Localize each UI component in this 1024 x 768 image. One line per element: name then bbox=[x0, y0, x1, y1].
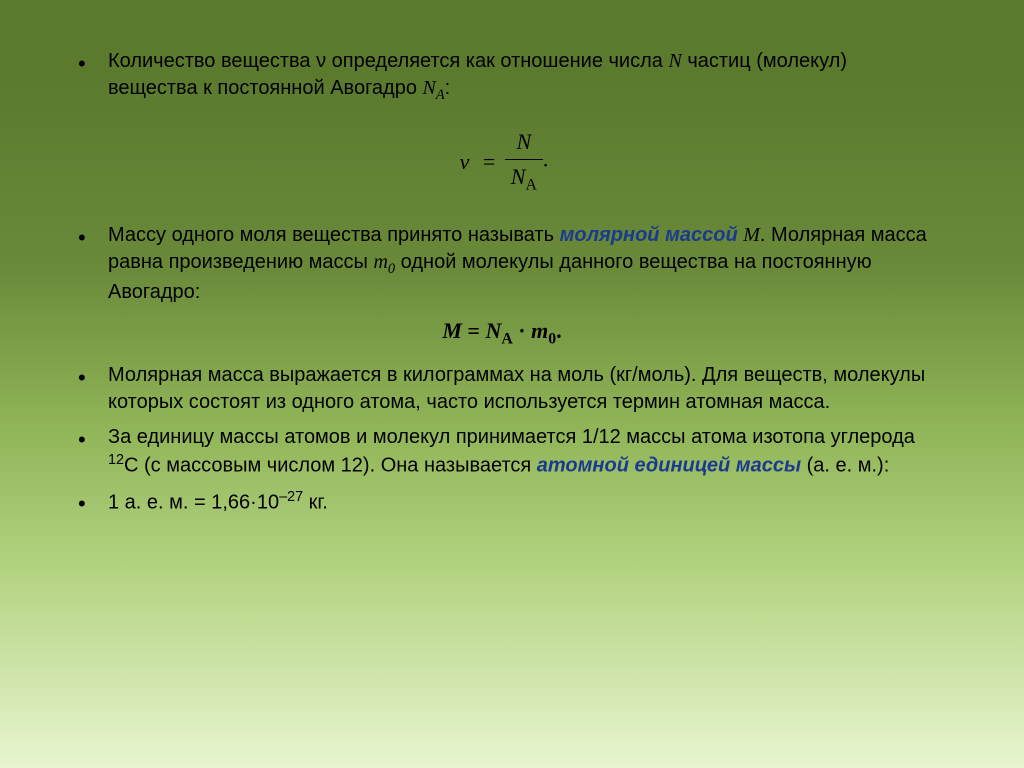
formula-period: . bbox=[543, 147, 549, 172]
f2-A: A bbox=[501, 331, 512, 348]
formula-lhs: v bbox=[460, 147, 470, 177]
bullet-item-3: • Молярная масса выражается в килограмма… bbox=[70, 362, 934, 416]
text-fragment: Количество вещества ν определяется как о… bbox=[108, 50, 668, 72]
bullet-dot: • bbox=[70, 48, 108, 105]
var-NA: NA bbox=[423, 77, 445, 99]
bullet-text: Массу одного моля вещества принято назыв… bbox=[108, 222, 934, 306]
formula-1: v = N NA . bbox=[70, 127, 934, 195]
formula-fraction: N NA bbox=[505, 127, 543, 195]
var-NA-N: N bbox=[423, 77, 436, 99]
bullet-text: 1 а. е. м. = 1,66·10–27 кг. bbox=[108, 488, 934, 519]
f2-dot: · bbox=[513, 318, 531, 343]
formula-2: M = NA · m0. bbox=[70, 316, 934, 350]
bullet-item-2: • Массу одного моля вещества принято наз… bbox=[70, 222, 934, 306]
text-fragment: (с массовым числом 12). Она называется bbox=[138, 455, 536, 477]
var-M: M bbox=[743, 224, 760, 246]
f2-zero: 0 bbox=[548, 331, 556, 348]
bullet-list: • Количество вещества ν определяется как… bbox=[70, 48, 934, 105]
bullet-item-5: • 1 а. е. м. = 1,66·10–27 кг. bbox=[70, 488, 934, 519]
formula-num: N bbox=[505, 127, 543, 159]
var-m0: m0 bbox=[373, 251, 395, 273]
bullet-text: За единицу массы атомов и молекул приним… bbox=[108, 424, 934, 480]
bullet-dot: • bbox=[70, 488, 108, 519]
text-fragment: 1 а. е. м. = 1,66·10 bbox=[108, 491, 279, 513]
formula-den-N: N bbox=[511, 164, 526, 189]
term-molar-mass: молярной массой bbox=[560, 224, 738, 246]
text-fragment: : bbox=[445, 77, 451, 99]
bullet-text: Молярная масса выражается в килограммах … bbox=[108, 362, 934, 416]
bullet-dot: • bbox=[70, 362, 108, 416]
var-N: N bbox=[668, 50, 681, 72]
bullet-list-3: • Молярная масса выражается в килограмма… bbox=[70, 362, 934, 518]
sup-12: 12 bbox=[108, 452, 124, 468]
bullet-dot: • bbox=[70, 424, 108, 480]
text-fragment: кг. bbox=[303, 491, 328, 513]
f2-N: N bbox=[485, 318, 501, 343]
text-fragment: (а. е. м.): bbox=[801, 455, 889, 477]
f2-m: m bbox=[531, 318, 548, 343]
term-amu: атомной единицей массы bbox=[537, 455, 801, 477]
bullet-dot: • bbox=[70, 222, 108, 306]
text-fragment: За единицу массы атомов и молекул приним… bbox=[108, 426, 915, 448]
formula-eq: = bbox=[483, 147, 495, 177]
bullet-item-1: • Количество вещества ν определяется как… bbox=[70, 48, 934, 105]
var-NA-A: A bbox=[436, 87, 445, 103]
bullet-list-2: • Массу одного моля вещества принято наз… bbox=[70, 222, 934, 306]
slide-content: • Количество вещества ν определяется как… bbox=[70, 48, 934, 518]
var-m: m bbox=[373, 251, 387, 273]
f2-M: M bbox=[442, 318, 462, 343]
formula-den: NA bbox=[505, 159, 543, 196]
bullet-text: Количество вещества ν определяется как о… bbox=[108, 48, 934, 105]
f2-eq: = bbox=[462, 318, 486, 343]
f2-period: . bbox=[556, 318, 562, 343]
text-fragment: Массу одного моля вещества принято назыв… bbox=[108, 224, 560, 246]
text-C: C bbox=[124, 455, 138, 477]
bullet-item-4: • За единицу массы атомов и молекул прин… bbox=[70, 424, 934, 480]
sup-exp: –27 bbox=[279, 489, 303, 505]
formula-den-A: A bbox=[525, 177, 536, 194]
